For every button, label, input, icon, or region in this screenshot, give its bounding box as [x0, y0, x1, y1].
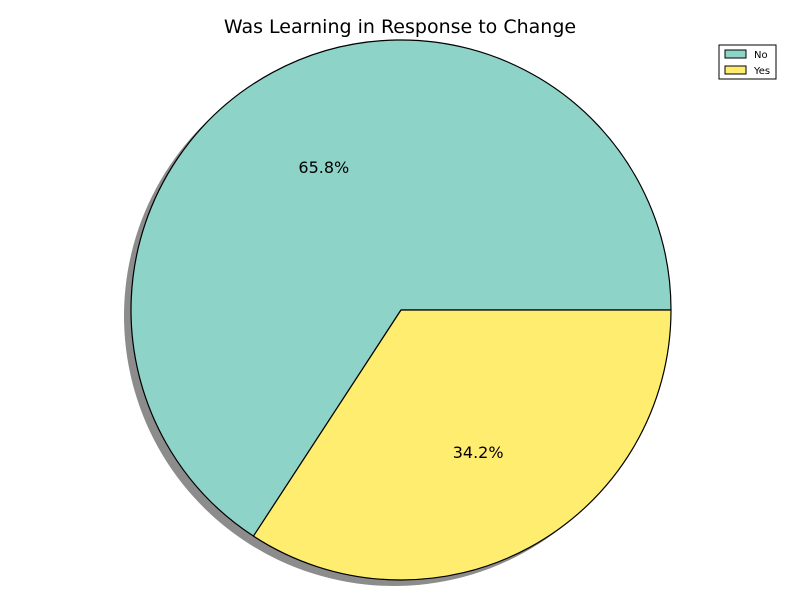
pie-slice-yes [252, 309, 672, 581]
pie-label-no: 65.8% [298, 158, 349, 177]
pie-labels: 65.8% 34.2% [298, 158, 503, 462]
legend-label-yes: Yes [753, 66, 770, 77]
pie-slice-no [130, 39, 672, 537]
pie-label-yes: 34.2% [453, 443, 504, 462]
legend: No Yes [718, 44, 777, 80]
chart-title: Was Learning in Response to Change [224, 16, 576, 38]
pie-slices [130, 39, 672, 581]
legend-swatch-yes [724, 65, 747, 75]
legend-label-no: No [754, 50, 768, 61]
legend-swatch-no [724, 49, 747, 59]
